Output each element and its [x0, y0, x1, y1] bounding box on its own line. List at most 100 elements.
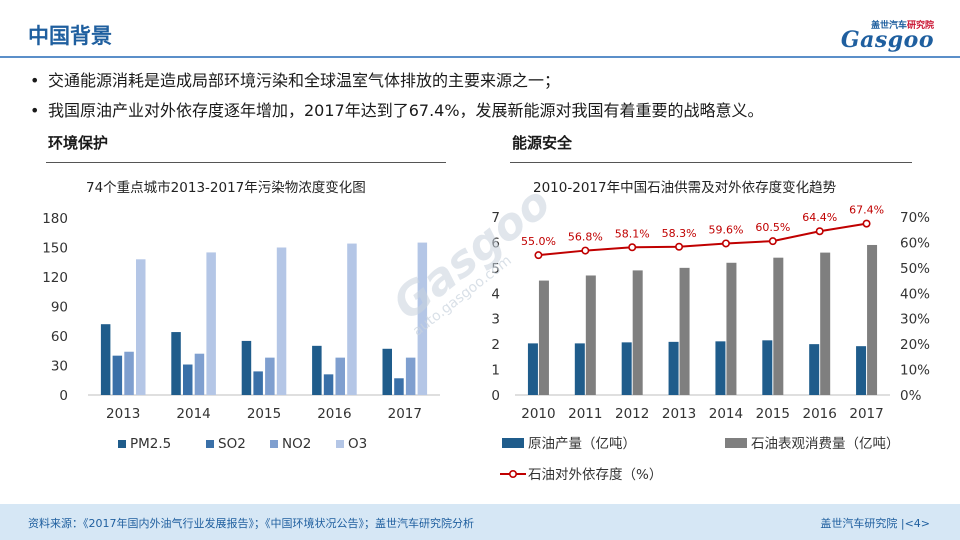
- y2-tick-label: 30%: [900, 312, 930, 328]
- data-label: 58.1%: [615, 227, 650, 240]
- x-tick-label: 2014: [176, 406, 210, 422]
- bar-no2: [194, 353, 205, 395]
- data-label: 55.0%: [521, 235, 556, 248]
- bar-o3: [347, 243, 357, 395]
- bar-o3: [206, 252, 216, 395]
- legend-label-consumption: 石油表观消费量（亿吨）: [751, 436, 900, 452]
- y-tick-label: 2: [491, 337, 500, 353]
- y-tick-label: 90: [51, 300, 68, 316]
- bar-consumption: [773, 257, 784, 395]
- footer-brand: 盖世汽车研究院 |<4>: [820, 517, 930, 530]
- bar-production: [856, 346, 867, 395]
- x-tick-label: 2016: [317, 406, 351, 422]
- y2-tick-label: 50%: [900, 261, 930, 277]
- footer: 资料来源：《2017年国内外油气行业发展报告》；《中国环境状况公告》；盖世汽车研…: [0, 504, 960, 540]
- legend-label-dependence: 石油对外依存度（%）: [528, 467, 662, 483]
- y-tick-label: 6: [491, 235, 500, 251]
- y2-tick-label: 20%: [900, 337, 930, 353]
- page-title: 中国背景: [28, 24, 112, 48]
- y-tick-label: 150: [42, 241, 68, 257]
- bar-o3: [417, 242, 428, 395]
- dependence-point: [815, 227, 824, 236]
- bar-production: [762, 340, 773, 395]
- logo-wordmark: Gasgoo: [840, 27, 934, 53]
- x-tick-label: 2015: [247, 406, 281, 422]
- y-tick-label: 0: [491, 388, 500, 404]
- bullet-item: • 我国原油产业对外依存度逐年增加，2017年达到了67.4%，发展新能源对我国有…: [28, 96, 938, 126]
- logo-tagline: 盖世汽车研究院: [870, 21, 934, 31]
- section-divider-right: [510, 162, 912, 163]
- y2-tick-label: 60%: [900, 235, 930, 251]
- legend-swatch-production: [502, 438, 524, 448]
- x-tick-label: 2015: [756, 406, 790, 422]
- bar-consumption: [632, 270, 643, 395]
- bar-production: [621, 342, 632, 395]
- x-tick-label: 2014: [709, 406, 743, 422]
- data-label: 56.8%: [568, 231, 603, 244]
- dependence-point: [675, 242, 684, 251]
- y-tick-label: 5: [491, 261, 500, 277]
- bar-pm25: [100, 324, 111, 395]
- bullet-dot-icon: •: [30, 101, 40, 120]
- legend-label: NO2: [282, 436, 311, 452]
- y-tick-label: 7: [491, 210, 500, 226]
- y-tick-label: 1: [491, 363, 500, 379]
- x-tick-label: 2010: [521, 406, 555, 422]
- bar-o3: [276, 247, 287, 395]
- bar-consumption: [679, 267, 690, 395]
- section-title-environment: 环境保护: [48, 134, 109, 152]
- bar-no2: [405, 357, 416, 395]
- dependence-point: [628, 243, 637, 252]
- bar-pm25: [241, 340, 252, 395]
- bar-so2: [112, 355, 123, 395]
- legend-label: O3: [348, 436, 367, 452]
- bar-production: [715, 341, 726, 395]
- bar-production: [668, 341, 679, 395]
- x-tick-label: 2012: [615, 406, 649, 422]
- y-tick-label: 180: [42, 211, 68, 227]
- bar-no2: [265, 357, 275, 395]
- bar-pm25: [171, 332, 181, 395]
- x-tick-label: 2013: [662, 406, 696, 422]
- y-tick-label: 60: [51, 329, 68, 345]
- x-tick-label: 2017: [849, 406, 883, 422]
- chart-title-pollution: 74个重点城市2013-2017年污染物浓度变化图: [86, 180, 366, 196]
- y2-tick-label: 0%: [900, 388, 922, 404]
- bar-pm25: [382, 348, 392, 395]
- bar-no2: [335, 357, 345, 395]
- bar-so2: [183, 364, 193, 395]
- y2-tick-label: 70%: [900, 210, 930, 226]
- data-label: 59.6%: [708, 223, 743, 236]
- legend-swatch-consumption: [725, 438, 747, 448]
- section-title-energy: 能源安全: [512, 134, 573, 152]
- bullet-item: • 交通能源消耗是造成局部环境污染和全球温室气体排放的主要来源之一；: [28, 66, 938, 96]
- legend-swatch: [118, 440, 126, 448]
- bar-so2: [394, 378, 404, 395]
- bar-so2: [253, 371, 263, 395]
- legend-swatch: [270, 440, 278, 448]
- bar-o3: [136, 259, 146, 395]
- data-label: 58.3%: [662, 227, 697, 240]
- header-divider: [0, 56, 960, 58]
- bar-no2: [124, 351, 134, 395]
- y-tick-label: 120: [42, 270, 68, 286]
- data-label: 60.5%: [755, 221, 790, 234]
- dependence-point: [862, 219, 871, 228]
- legend-marker-dependence: [508, 469, 517, 478]
- bar-consumption: [585, 275, 596, 395]
- y2-tick-label: 40%: [900, 286, 930, 302]
- legend-label: SO2: [218, 436, 246, 452]
- gasgoo-logo: 盖世汽车研究院 Gasgoo: [824, 18, 934, 53]
- data-label: 64.4%: [802, 211, 837, 224]
- header: 中国背景 盖世汽车研究院 Gasgoo: [0, 0, 960, 56]
- y-tick-label: 3: [491, 312, 500, 328]
- bar-production: [527, 343, 538, 395]
- bar-consumption: [538, 280, 549, 395]
- legend-label: PM2.5: [130, 436, 171, 452]
- y-tick-label: 30: [51, 359, 68, 375]
- bar-consumption: [726, 262, 737, 395]
- legend-swatch: [336, 440, 344, 448]
- dependence-point: [534, 251, 543, 260]
- dependence-point: [581, 246, 590, 255]
